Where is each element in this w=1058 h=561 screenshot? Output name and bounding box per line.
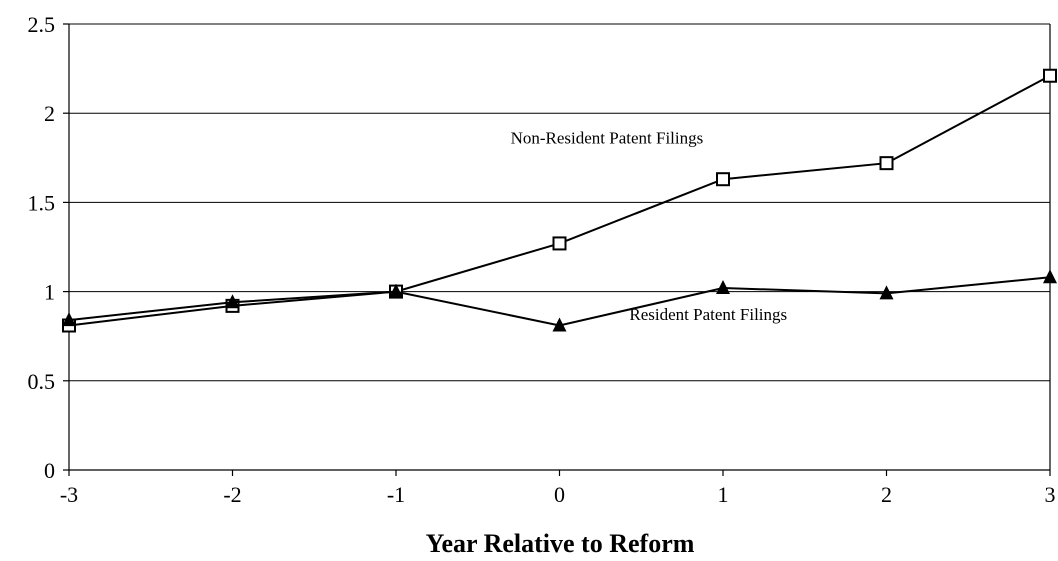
y-tick-label: 1.5 [28, 190, 56, 215]
data-point-resident [62, 312, 76, 327]
x-tick-label: -3 [60, 482, 78, 507]
data-point-non-resident [879, 156, 894, 171]
x-tick-label: 1 [718, 482, 729, 507]
x-axis-title: Year Relative to Reform [426, 529, 695, 558]
x-tick-label: -1 [387, 482, 405, 507]
data-point-non-resident [1043, 68, 1057, 83]
tick-labels: 0 0.5 1 1.5 2 2.5 -3 -2 -1 0 1 2 3 [28, 12, 1056, 507]
series-labels: Non-Resident Patent Filings Resident Pate… [511, 129, 788, 325]
x-tick-label: -2 [223, 482, 241, 507]
data-point-resident [1043, 269, 1057, 284]
x-tick-label: 0 [554, 482, 565, 507]
x-tick-label: 3 [1045, 482, 1056, 507]
x-tick-label: 2 [881, 482, 892, 507]
axes [63, 23, 1051, 476]
data-point-resident [225, 294, 240, 309]
data-point-resident [716, 280, 730, 294]
data-point-resident [389, 283, 403, 298]
series-label-non-resident: Non-Resident Patent Filings [511, 129, 704, 148]
data-point-non-resident [716, 172, 730, 187]
y-tick-label: 2.5 [28, 12, 56, 37]
y-tick-label: 2 [44, 101, 55, 126]
data-point-resident [879, 285, 894, 300]
series [62, 68, 1057, 333]
series-label-resident: Resident Patent Filings [629, 305, 787, 324]
y-tick-label: 0.5 [28, 369, 56, 394]
data-point-resident [552, 317, 567, 332]
y-tick-label: 1 [44, 280, 55, 305]
y-tick-label: 0 [44, 458, 55, 483]
data-point-non-resident [552, 236, 567, 251]
